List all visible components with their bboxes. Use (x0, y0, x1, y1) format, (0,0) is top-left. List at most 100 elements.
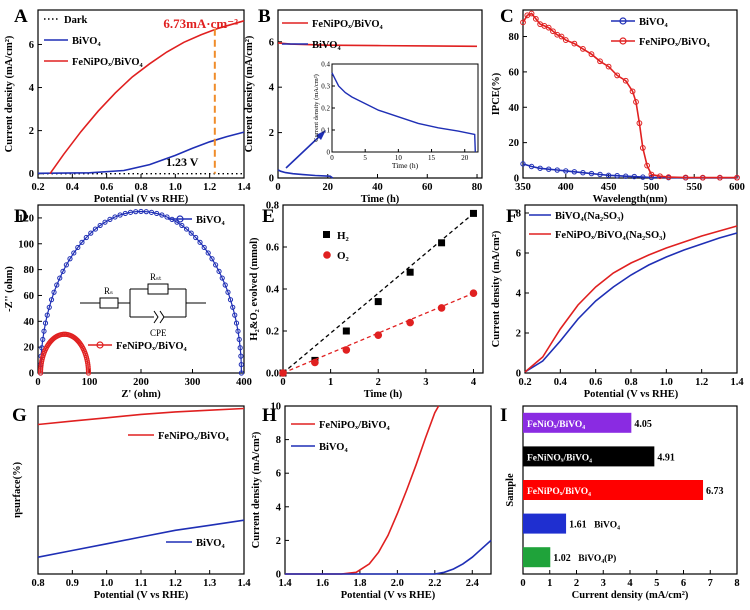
inset-x-tick-label: 5 (363, 154, 367, 162)
panel-g: 0.8 0.9 1.0 1.1 1.2 1.3 1.4 Potential (V vs RHE… (12, 405, 251, 601)
bar-value-label: 4.05 (634, 419, 652, 430)
y-tick-label: 40 (509, 103, 520, 114)
y-axis-label: Current density (mA/cm²) (251, 431, 262, 548)
x-tick-label: 1.0 (660, 377, 673, 388)
bar-category-label: FeNiNOₓ/BiVO₄ (527, 453, 592, 463)
y-tick-label: 8 (276, 435, 281, 446)
series-line-0 (524, 232, 738, 373)
series-fenipox-point (588, 51, 595, 58)
x-axis-label: Potential (V vs RHE) (94, 590, 189, 601)
y-axis-label: -Z'' (ohm) (4, 266, 15, 312)
y-tick-label: 120 (18, 213, 34, 224)
series-arc-point (107, 216, 113, 222)
series-fenipox-point (639, 145, 646, 151)
series-arc-point (225, 289, 231, 295)
legend-marker (176, 215, 184, 223)
bar-category-label: FeNiPOₓ/BiVO₄ (527, 487, 591, 497)
series-arc-point (148, 209, 155, 215)
x-tick-label: 4 (627, 578, 633, 589)
y-tick-label: 4 (269, 83, 275, 94)
x-tick-label: 1.3 (203, 578, 216, 589)
series-arc-point (112, 214, 118, 220)
series-arc-point (188, 230, 194, 236)
legend-label: FeNiPOₓ/BiVO₄ (639, 37, 711, 48)
inset-y-tick-label: 0.2 (321, 105, 330, 113)
y-tick-label: 2 (29, 126, 34, 137)
series-arc-point (197, 239, 203, 245)
series-arc-point (233, 320, 240, 326)
series-line-1 (285, 539, 492, 575)
series-o2-point (469, 289, 478, 298)
y-tick-label: 20 (509, 138, 520, 149)
y-tick-label: 80 (24, 265, 35, 276)
series-arc-point (236, 336, 242, 343)
panel-letter: D (14, 206, 28, 227)
plot-frame (522, 9, 738, 179)
bar-value-label: 6.73 (706, 486, 724, 497)
series-line-1 (524, 225, 738, 373)
legend-label: Dark (64, 15, 87, 26)
y-tick-label: 100 (18, 239, 34, 250)
series-o2-point (406, 318, 414, 327)
x-tick-label: 8 (734, 578, 739, 589)
legend-label: FeNiPOₓ/BiVO₄ (312, 19, 384, 30)
series-bivo4-point (588, 170, 595, 177)
panel-letter: A (14, 6, 28, 27)
legend-label: BiVO₄ (639, 17, 668, 28)
series-bivo4-point (605, 172, 612, 179)
series-arc-point (183, 226, 190, 232)
series-bivo4-point (520, 161, 526, 167)
x-tick-label: 0 (280, 377, 285, 388)
inset-y-axis-label: Current density (mA/cm²) (313, 74, 320, 142)
x-tick-label: 1.4 (278, 578, 292, 589)
bar (523, 547, 551, 568)
series-arc-point (222, 282, 228, 288)
x-tick-label: 300 (185, 377, 201, 388)
inset-y-tick-label: 0.1 (321, 127, 330, 135)
x-tick-label: 60 (422, 182, 433, 193)
series-h2-point (469, 209, 477, 217)
plot-frame (277, 9, 483, 179)
series-fenipox-point (571, 40, 578, 47)
inset-frame (331, 63, 479, 153)
series-arc-point (42, 320, 49, 326)
y-tick-label: 0 (29, 169, 34, 180)
series-arc-line (40, 210, 242, 374)
legend-marker (323, 231, 330, 238)
x-tick-label: 200 (133, 377, 149, 388)
x-tick-label: 40 (372, 182, 383, 193)
x-tick-label: 1.1 (134, 578, 147, 589)
series-arc-point (154, 210, 160, 217)
inset-x-tick-label: 15 (428, 154, 436, 162)
series-arc-point (205, 250, 211, 256)
x-tick-label: 1.4 (237, 182, 251, 193)
series-arc-point (209, 256, 215, 262)
x-axis-label: Time (h) (364, 389, 403, 400)
legend-label: BiVO₄ (72, 36, 101, 47)
y-tick-label: 2 (269, 128, 274, 139)
series-fenipox-point (644, 162, 651, 169)
x-tick-label: 1.4 (730, 377, 744, 388)
series-fenipox-point (699, 174, 706, 181)
plot-frame (37, 9, 245, 179)
x-tick-label: 1.0 (169, 182, 182, 193)
series-arc-point (57, 275, 63, 281)
y-tick-label: 60 (24, 291, 35, 302)
y-tick-label: 0 (516, 369, 521, 380)
series-bivo4-point (563, 168, 569, 174)
x-tick-label: 4 (471, 377, 477, 388)
y-tick-label: 60 (509, 67, 520, 78)
y-tick-label: 10 (271, 402, 282, 413)
y-tick-label: 0.2 (266, 327, 279, 338)
x-tick-label: 0.8 (624, 377, 637, 388)
series-fenipox-point (614, 72, 621, 79)
panel-c: 350 400 450 500 550 600 0 20 40 60 80 Wavelength(nm… (491, 6, 745, 205)
x-tick-label: 2 (376, 377, 381, 388)
legend-marker (619, 37, 627, 45)
y-tick-label: 80 (509, 32, 520, 43)
x-tick-label: 1.4 (237, 578, 251, 589)
x-tick-label: 1.0 (100, 578, 113, 589)
legend-label: FeNiPOₓ/BiVO₄ (319, 420, 391, 431)
series-fenipox-point (545, 24, 552, 31)
series-fenipox-point (657, 173, 663, 180)
